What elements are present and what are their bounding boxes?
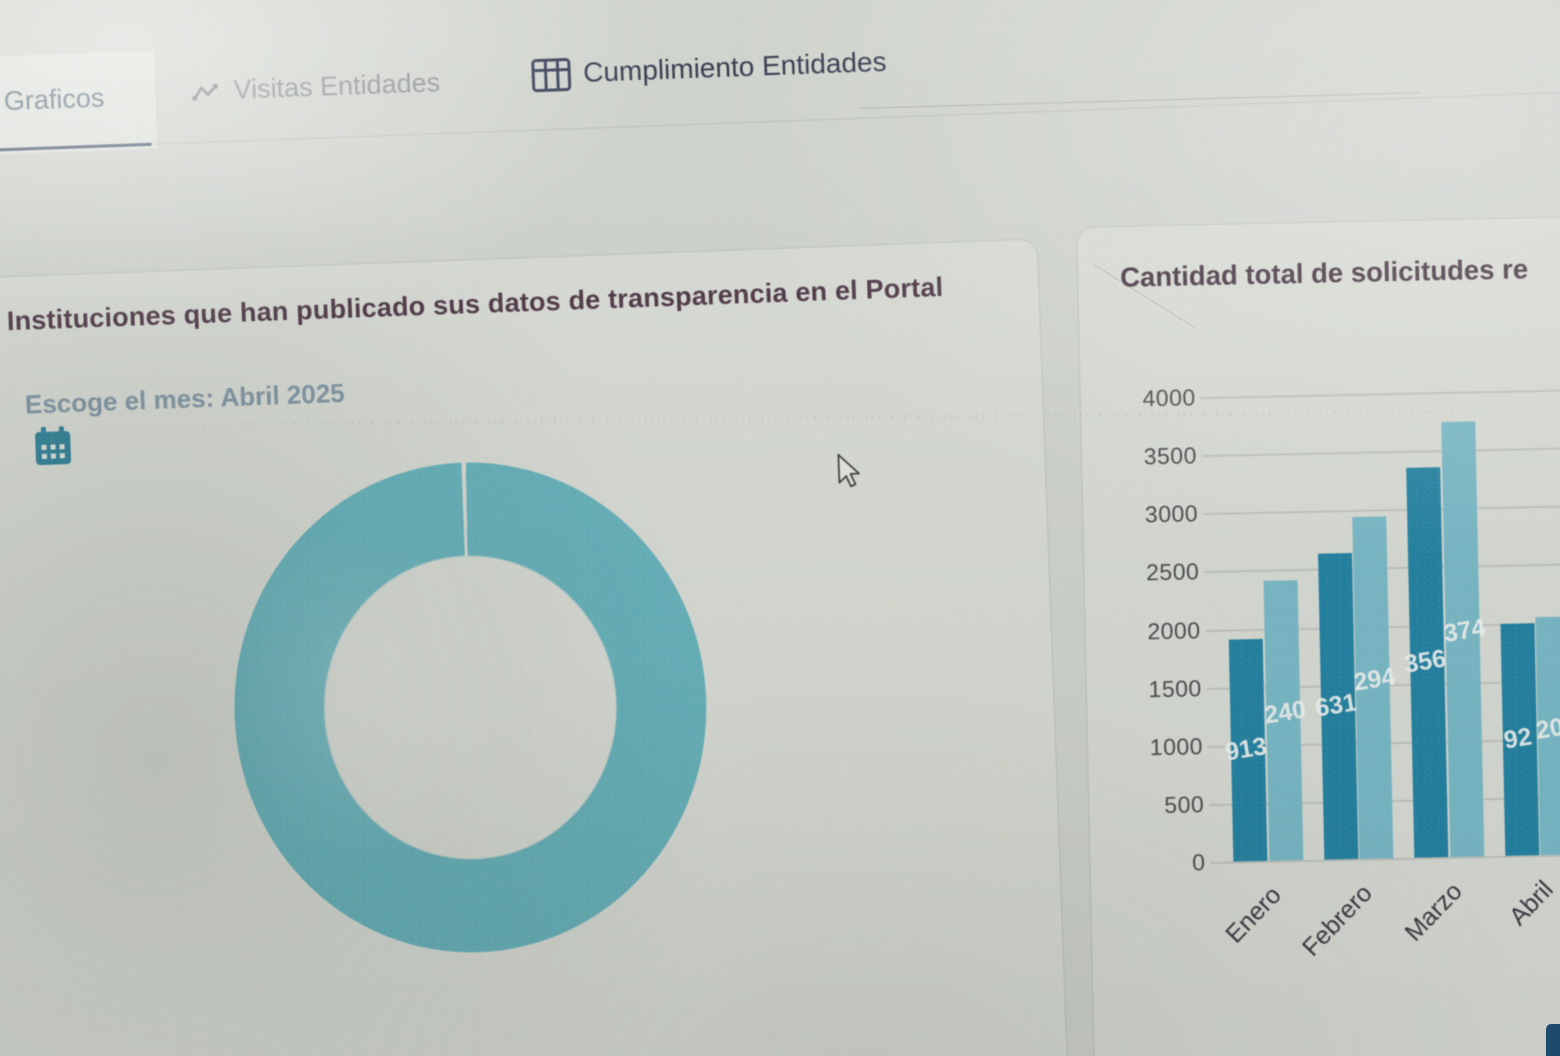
y-axis-tick-label: 3000	[1144, 500, 1199, 528]
y-axis-tick-label: 3500	[1143, 442, 1198, 470]
screen-glare	[210, 520, 510, 860]
y-axis-tick-label: 2000	[1147, 616, 1201, 644]
bar-chart: 0 500 1000 1500 2000 2500 3000 3500 4000 913 240 En…	[0, 0, 1560, 962]
corner-ui-fragment	[1546, 1024, 1560, 1056]
y-axis-tick-label: 500	[1164, 791, 1205, 818]
mouse-cursor-icon	[835, 452, 863, 496]
y-axis-tick-label: 4000	[1142, 384, 1196, 412]
y-axis-tick-label: 2500	[1145, 558, 1200, 586]
y-axis-tick-label: 1500	[1148, 674, 1203, 702]
y-axis-tick-label: 1000	[1149, 732, 1204, 761]
y-axis-tick-label: 0	[1191, 849, 1206, 876]
